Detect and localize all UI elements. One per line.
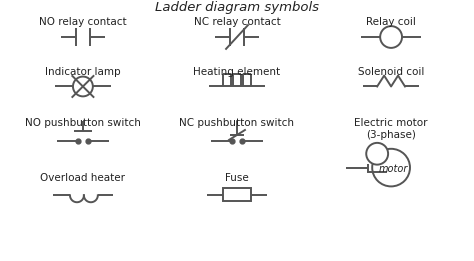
Text: NC pushbutton switch: NC pushbutton switch xyxy=(180,118,294,128)
Text: Relay coil: Relay coil xyxy=(366,17,416,27)
Text: Overload heater: Overload heater xyxy=(40,173,126,182)
Text: NO relay contact: NO relay contact xyxy=(39,17,127,27)
Text: NO pushbutton switch: NO pushbutton switch xyxy=(25,118,141,128)
Circle shape xyxy=(372,149,410,186)
Text: Indicator lamp: Indicator lamp xyxy=(45,67,121,77)
Text: Solenoid coil: Solenoid coil xyxy=(358,67,424,77)
Text: NC relay contact: NC relay contact xyxy=(193,17,281,27)
Text: Heating element: Heating element xyxy=(193,67,281,77)
Text: Ladder diagram symbols: Ladder diagram symbols xyxy=(155,1,319,14)
Text: Fuse: Fuse xyxy=(225,173,249,182)
Bar xyxy=(223,188,251,201)
Text: Electric motor
(3-phase): Electric motor (3-phase) xyxy=(355,118,428,140)
Circle shape xyxy=(366,143,388,165)
Text: motor: motor xyxy=(378,164,408,174)
